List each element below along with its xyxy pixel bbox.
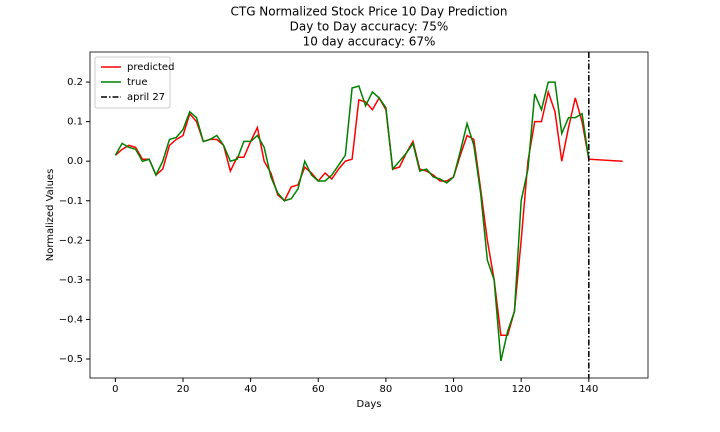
- y-tick-label: 0.2: [67, 77, 83, 88]
- data-line: [114, 81, 590, 362]
- x-tick-label: 40: [244, 384, 257, 395]
- x-tick-label: 60: [312, 384, 325, 395]
- x-axis-label: Days: [357, 399, 382, 410]
- chart-subtitle: Day to Day accuracy: 75%: [290, 20, 449, 34]
- x-tick-label: 20: [177, 384, 190, 395]
- axes-frame: [89, 51, 649, 379]
- legend-box: [94, 56, 171, 109]
- y-tick-label: −0.1: [59, 196, 83, 207]
- y-axis-label: Normalized Values: [45, 169, 56, 262]
- chart-subtitle: 10 day accuracy: 67%: [303, 35, 436, 49]
- data-line: [114, 89, 623, 337]
- x-tick-label: 100: [444, 384, 463, 395]
- y-tick-label: −0.2: [59, 235, 83, 246]
- legend-label: true: [127, 77, 148, 88]
- legend-label: april 27: [127, 92, 165, 103]
- y-tick-label: −0.3: [59, 275, 83, 286]
- x-tick-label: 80: [380, 384, 393, 395]
- y-tick-label: 0.0: [67, 156, 83, 167]
- legend-label: predicted: [127, 62, 174, 73]
- y-tick-label: −0.4: [59, 314, 83, 325]
- x-tick-label: 140: [579, 384, 598, 395]
- y-tick-label: −0.5: [59, 354, 83, 365]
- x-tick-label: 120: [512, 384, 531, 395]
- x-tick-label: 0: [112, 384, 118, 395]
- chart-title: CTG Normalized Stock Price 10 Day Predic…: [230, 5, 507, 19]
- y-tick-label: 0.1: [67, 117, 83, 128]
